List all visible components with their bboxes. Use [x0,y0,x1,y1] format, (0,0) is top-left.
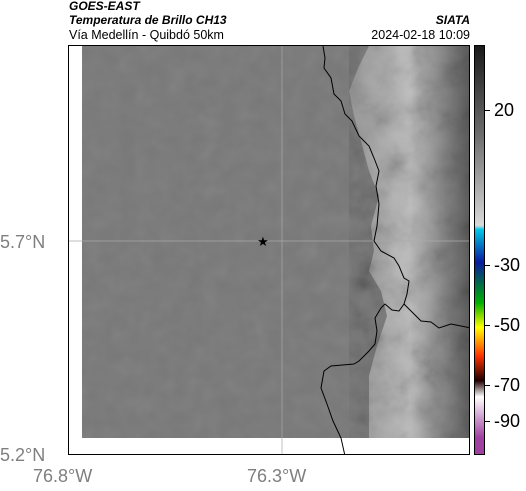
latitude-label-north: 5.7°N [0,232,46,252]
brightness-temperature-field [82,46,469,438]
star-icon: ★ [257,235,269,250]
agency-label: SIATA [435,13,470,27]
latitude-label-south: 5.2°N [0,445,46,465]
colorbar-tick [485,265,490,266]
map-panel[interactable]: ★ [68,45,470,455]
department-border [320,46,410,454]
cloud-texture [349,46,469,438]
region-subtitle: Vía Medellín - Quibdó 50km [69,28,224,42]
colorbar-tick [485,421,490,422]
longitude-label-west: 76.8°W [33,466,93,486]
product-title: Temperatura de Brillo CH13 [69,13,227,27]
colorbar-label: -50 [494,315,521,335]
colorbar-label: -30 [494,255,521,275]
colorbar [474,45,485,455]
satellite-title: GOES-EAST [69,0,140,13]
colorbar-label: -90 [494,411,521,431]
colorbar-tick [485,385,490,386]
map-canvas: ★ [69,46,469,454]
colorbar-label: -70 [494,375,521,395]
colorbar-tick [485,110,490,111]
datetime-label: 2024-02-18 10:09 [371,28,470,42]
longitude-label-east: 76.3°W [247,466,307,486]
colorbar-label: 20 [494,100,515,120]
colorbar-tick [485,325,490,326]
department-border-east [403,303,469,329]
